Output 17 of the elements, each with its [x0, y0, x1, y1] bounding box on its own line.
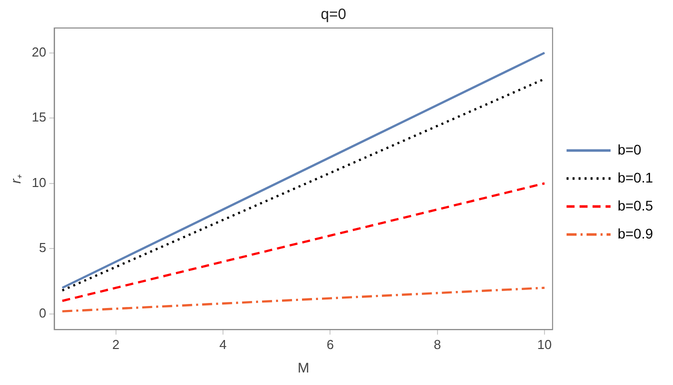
x-axis-title: M	[298, 359, 310, 376]
x-tick-label: 2	[112, 336, 120, 352]
y-tick-label: 20	[32, 44, 46, 60]
legend-label: b=0.9	[618, 225, 654, 242]
y-tick-label: 5	[39, 240, 46, 256]
legend-label: b=0.1	[618, 169, 654, 186]
legend-label: b=0.5	[618, 197, 654, 214]
x-tick-label: 6	[326, 336, 334, 352]
x-tick-label: 8	[434, 336, 441, 352]
y-tick-label: 0	[39, 306, 46, 321]
y-tick-label: 10	[32, 174, 46, 190]
x-tick-label: 4	[219, 336, 227, 352]
chart-title: q=0	[320, 6, 346, 24]
legend-label: b=0	[618, 141, 642, 158]
y-axis-title: r₊	[7, 174, 24, 184]
x-tick-label: 10	[537, 336, 552, 352]
y-tick-label: 15	[32, 110, 46, 125]
